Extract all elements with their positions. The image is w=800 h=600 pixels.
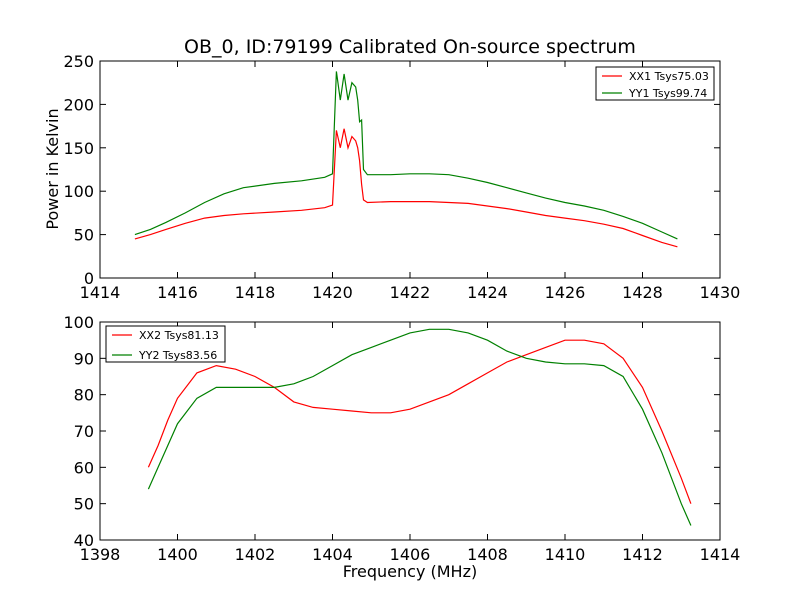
chart-top: OB_0, ID:79199 Calibrated On-source spec… [43,36,740,302]
x-tick-label: 1422 [390,283,431,302]
y-tick-label: 0 [84,269,94,288]
x-tick-label: 1416 [157,283,198,302]
x-tick-label: 1414 [80,283,121,302]
y-tick-label: 70 [74,422,94,441]
x-tick-label: 1426 [545,283,586,302]
x-tick-label: 1424 [467,283,508,302]
x-tick-label: 1398 [80,545,121,564]
legend-entry-2: YY1 Tsys99.74 [628,87,707,100]
series-line-1 [147,339,692,504]
y-tick-label: 100 [63,313,94,332]
chart-top-ylabel: Power in Kelvin [43,108,62,229]
x-tick-label: 1418 [235,283,276,302]
legend: XX2 Tsys81.13 YY2 Tsys83.56 [105,325,226,363]
y-tick-label: 60 [74,458,94,477]
x-tick-label: 1420 [312,283,353,302]
y-tick-label: 250 [63,52,94,71]
series-line-1 [134,128,678,248]
x-tick-label: 1404 [312,545,353,564]
legend-entry-1: XX1 Tsys75.03 [629,70,709,83]
y-tick-label: 80 [74,386,94,405]
legend: XX1 Tsys75.03 YY1 Tsys99.74 [595,66,715,101]
series-line-2 [147,328,692,526]
x-tick-label: 1412 [622,545,663,564]
x-tick-label: 1406 [390,545,431,564]
legend-box [105,325,226,363]
x-tick-label: 1410 [545,545,586,564]
chart-bottom: Frequency (MHz) 1398 1400 1402 1404 1406 1408… [63,313,740,581]
x-tick-label: 1414 [700,545,741,564]
x-tick-label: 1430 [700,283,741,302]
x-tick-label: 1400 [157,545,198,564]
y-tick-label: 150 [63,139,94,158]
chart-bottom-xlabel: Frequency (MHz) [343,562,477,581]
y-tick-label: 100 [63,182,94,201]
legend-entry-1: XX2 Tsys81.13 [139,329,219,342]
y-tick-label: 90 [74,349,94,368]
y-tick-label: 40 [74,531,94,550]
x-tick-label: 1428 [622,283,663,302]
y-tick-label: 200 [63,95,94,114]
legend-box [595,66,715,101]
x-tick-label: 1402 [235,545,276,564]
y-tick-label: 50 [74,495,94,514]
legend-entry-2: YY2 Tsys83.56 [138,349,217,362]
series-line-2 [134,71,678,240]
y-tick-label: 50 [74,226,94,245]
x-tick-label: 1408 [467,545,508,564]
chart-top-title: OB_0, ID:79199 Calibrated On-source spec… [184,36,636,58]
